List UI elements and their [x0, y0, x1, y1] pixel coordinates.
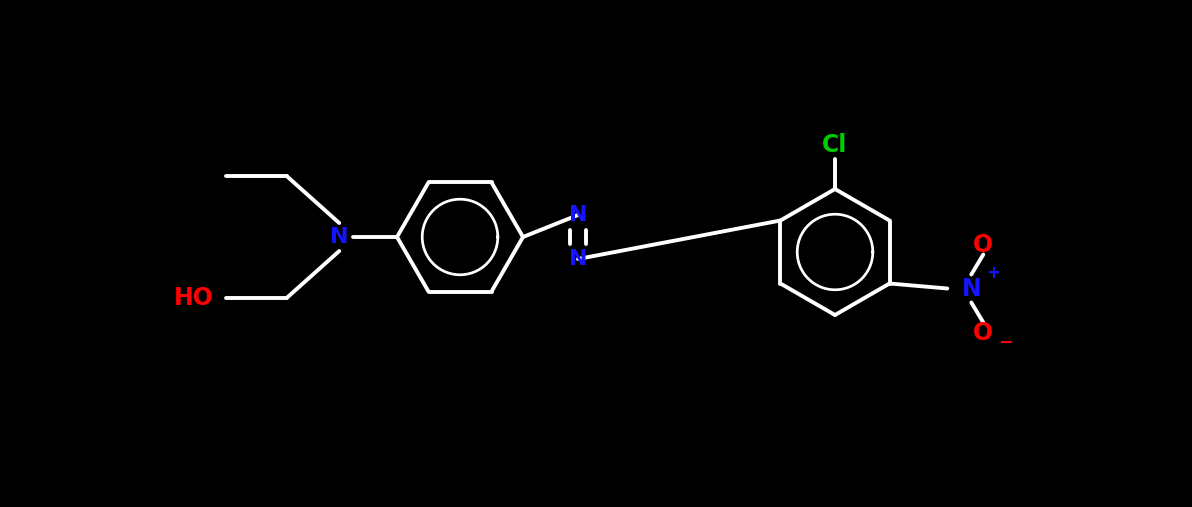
Text: O: O: [973, 320, 993, 344]
Text: HO: HO: [174, 286, 213, 310]
Text: Cl: Cl: [822, 133, 848, 157]
Text: N: N: [962, 276, 981, 301]
Text: N: N: [569, 205, 588, 225]
Text: O: O: [973, 233, 993, 257]
Text: −: −: [998, 334, 1013, 351]
Text: N: N: [569, 249, 588, 269]
Text: +: +: [986, 264, 1000, 281]
Text: N: N: [330, 227, 348, 247]
